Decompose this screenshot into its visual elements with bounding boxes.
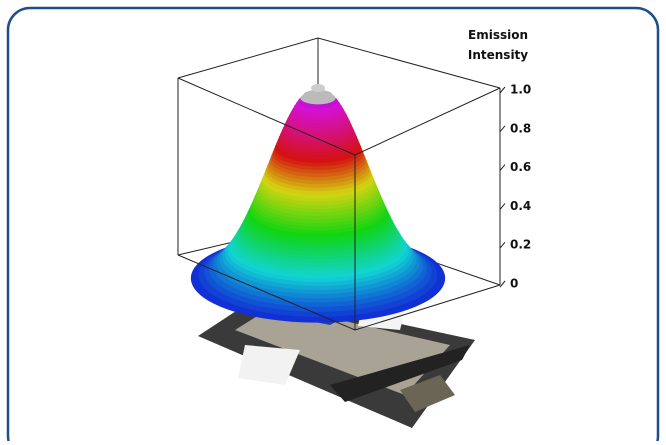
z-tick-label: 0.2 xyxy=(510,238,531,252)
z-tick-label: 1.0 xyxy=(510,83,531,97)
z-tick-label: 0.4 xyxy=(510,199,531,213)
z-tick-label: 0 xyxy=(510,277,518,291)
page: EmissionIntensity 00.20.40.60.81.0 (() =… xyxy=(0,0,666,441)
chart: EmissionIntensity 00.20.40.60.81.0 xyxy=(0,0,666,441)
surface-peak xyxy=(311,84,325,92)
z-tick-label: 0.8 xyxy=(510,121,531,135)
z-tick-label: 0.6 xyxy=(510,160,531,174)
